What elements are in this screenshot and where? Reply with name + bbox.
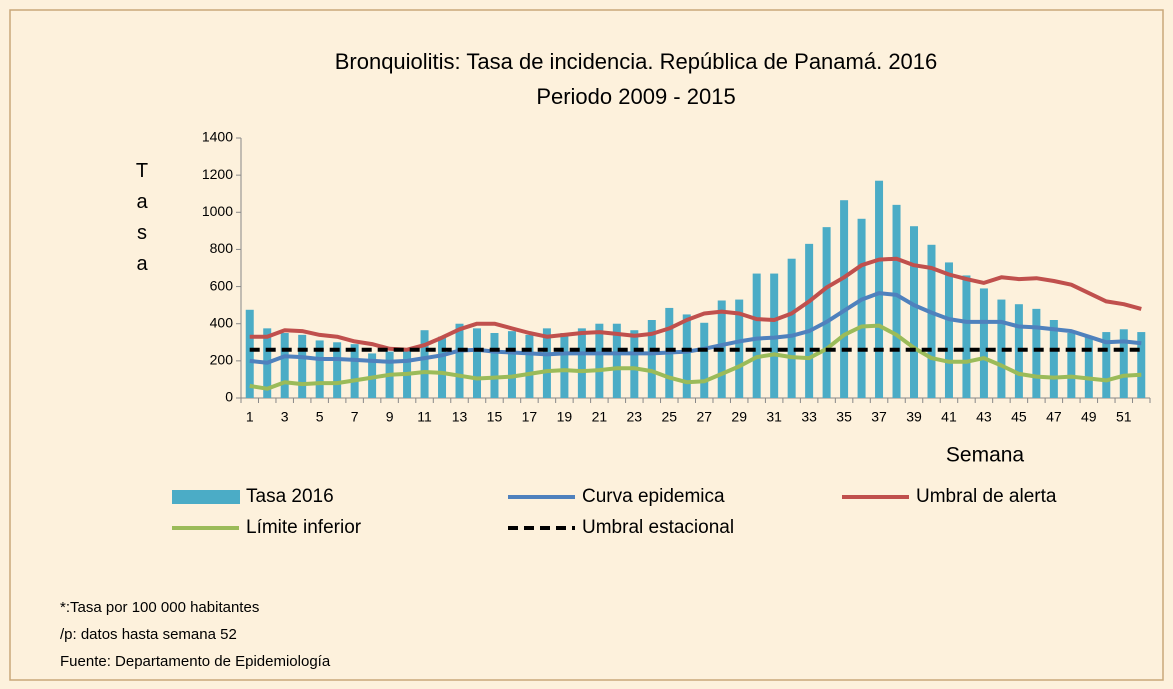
bar <box>577 328 586 398</box>
y-tick-label: 1200 <box>202 166 233 182</box>
bar <box>333 342 342 398</box>
bar <box>944 262 953 398</box>
line <box>249 323 1142 391</box>
bar <box>647 320 656 398</box>
bar <box>1067 333 1076 398</box>
x-tick-label: 17 <box>522 409 538 425</box>
bar <box>542 328 551 398</box>
y-tick-label: 0 <box>225 389 233 405</box>
bar <box>752 273 761 398</box>
bar <box>979 288 988 398</box>
x-tick-label: 5 <box>316 409 324 425</box>
chart-subtitle: Periodo 2009 - 2015 <box>536 84 735 109</box>
bar <box>420 330 429 398</box>
bar <box>1084 336 1093 398</box>
bar <box>857 218 866 398</box>
x-tick-label: 23 <box>627 409 643 425</box>
legend-swatch <box>172 490 240 504</box>
y-tick-label: 800 <box>210 240 234 256</box>
bar <box>700 322 709 398</box>
legend-label: Umbral de alerta <box>916 486 1057 507</box>
bar <box>1102 332 1111 398</box>
x-axis-title: Semana <box>946 444 1025 467</box>
bar <box>507 331 516 398</box>
bar <box>1049 320 1058 398</box>
bar <box>612 323 621 398</box>
bar <box>997 299 1006 398</box>
bar <box>962 275 971 398</box>
x-tick-label: 37 <box>871 409 887 425</box>
bar <box>560 333 569 398</box>
note: /p: datos hasta semana 52 <box>60 626 237 643</box>
bar <box>315 340 324 398</box>
y-tick-label: 1400 <box>202 129 233 145</box>
bar <box>595 323 604 398</box>
bar <box>438 336 447 398</box>
x-tick-label: 27 <box>696 409 712 425</box>
bar <box>892 204 901 398</box>
x-tick-label: 1 <box>246 409 254 425</box>
frame <box>9 9 1164 681</box>
bar <box>1032 308 1041 398</box>
x-tick-label: 9 <box>386 409 394 425</box>
chart-title: Bronquiolitis: Tasa de incidencia. Repúb… <box>335 49 938 74</box>
bar <box>840 200 849 398</box>
bar <box>630 330 639 398</box>
bar <box>822 227 831 398</box>
x-tick-label: 51 <box>1116 409 1132 425</box>
y-tick-label: 200 <box>210 352 234 368</box>
bar <box>245 309 254 398</box>
x-tick-label: 35 <box>836 409 852 425</box>
x-tick-label: 15 <box>487 409 503 425</box>
x-tick-label: 29 <box>731 409 747 425</box>
bar <box>875 180 884 398</box>
x-tick-label: 41 <box>941 409 957 425</box>
bar <box>1119 329 1128 398</box>
x-tick-label: 11 <box>417 409 432 425</box>
bar <box>525 334 534 398</box>
x-tick-label: 3 <box>281 409 289 425</box>
y-tick-label: 400 <box>210 314 234 330</box>
y-tick-label: 600 <box>210 277 234 293</box>
x-tick-label: 45 <box>1011 409 1027 425</box>
legend-label: Curva epidemica <box>582 486 725 507</box>
y-tick-label: 1000 <box>202 203 233 219</box>
bar <box>910 226 919 398</box>
bar <box>455 323 464 398</box>
bar <box>682 314 691 398</box>
line <box>249 291 1142 365</box>
x-tick-label: 7 <box>351 409 359 425</box>
x-tick-label: 43 <box>976 409 992 425</box>
note: *:Tasa por 100 000 habitantes <box>60 599 259 616</box>
x-tick-label: 47 <box>1046 409 1062 425</box>
x-tick-label: 21 <box>592 409 608 425</box>
bar <box>805 243 814 398</box>
legend-label: Tasa 2016 <box>246 486 334 507</box>
note: Fuente: Departamento de Epidemiología <box>60 653 331 670</box>
x-tick-label: 49 <box>1081 409 1097 425</box>
x-tick-label: 31 <box>766 409 782 425</box>
bar <box>472 328 481 398</box>
bar <box>490 333 499 398</box>
bar <box>350 344 359 398</box>
bar <box>1137 332 1146 398</box>
x-tick-label: 13 <box>452 409 468 425</box>
legend-label: Umbral estacional <box>582 517 734 538</box>
x-tick-label: 19 <box>557 409 573 425</box>
legend-label: Límite inferior <box>246 517 362 538</box>
x-tick-label: 25 <box>661 409 677 425</box>
bar <box>298 334 307 398</box>
y-axis-title: Tasa <box>131 160 153 284</box>
bar <box>787 258 796 398</box>
x-tick-label: 39 <box>906 409 922 425</box>
bar <box>927 244 936 398</box>
x-tick-label: 33 <box>801 409 817 425</box>
bar <box>280 333 289 398</box>
